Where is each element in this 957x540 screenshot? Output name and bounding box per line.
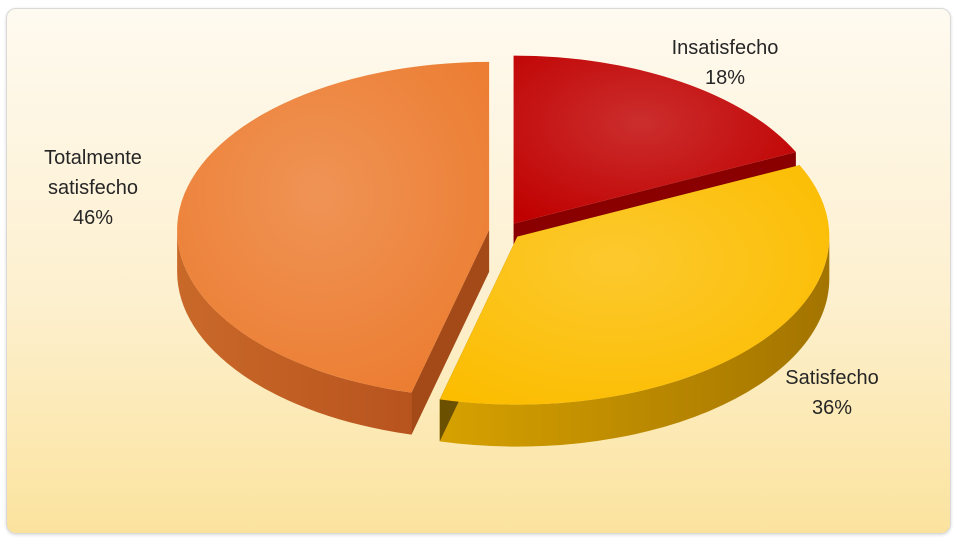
pie-slice-shine	[513, 55, 796, 224]
pie-slice-wall	[411, 229, 490, 435]
pie-slice-side	[439, 236, 830, 447]
pie-slice-side	[177, 229, 412, 435]
chart-area: Insatisfecho 18% Satisfecho 36% Totalmente sa…	[6, 8, 951, 534]
data-label-1: Insatisfecho 18%	[672, 37, 779, 89]
data-label-3: Totalmente satisfecho 46%	[44, 147, 142, 229]
pie-slice-2	[439, 165, 830, 447]
pie-slice-shine	[177, 61, 490, 393]
data-label-2: Satisfecho 36%	[785, 367, 878, 419]
pie-chart: Insatisfecho 18% Satisfecho 36% Totalmente sa…	[44, 37, 879, 447]
pie-slice-3	[177, 61, 490, 435]
pie-slice-shine	[439, 165, 830, 405]
